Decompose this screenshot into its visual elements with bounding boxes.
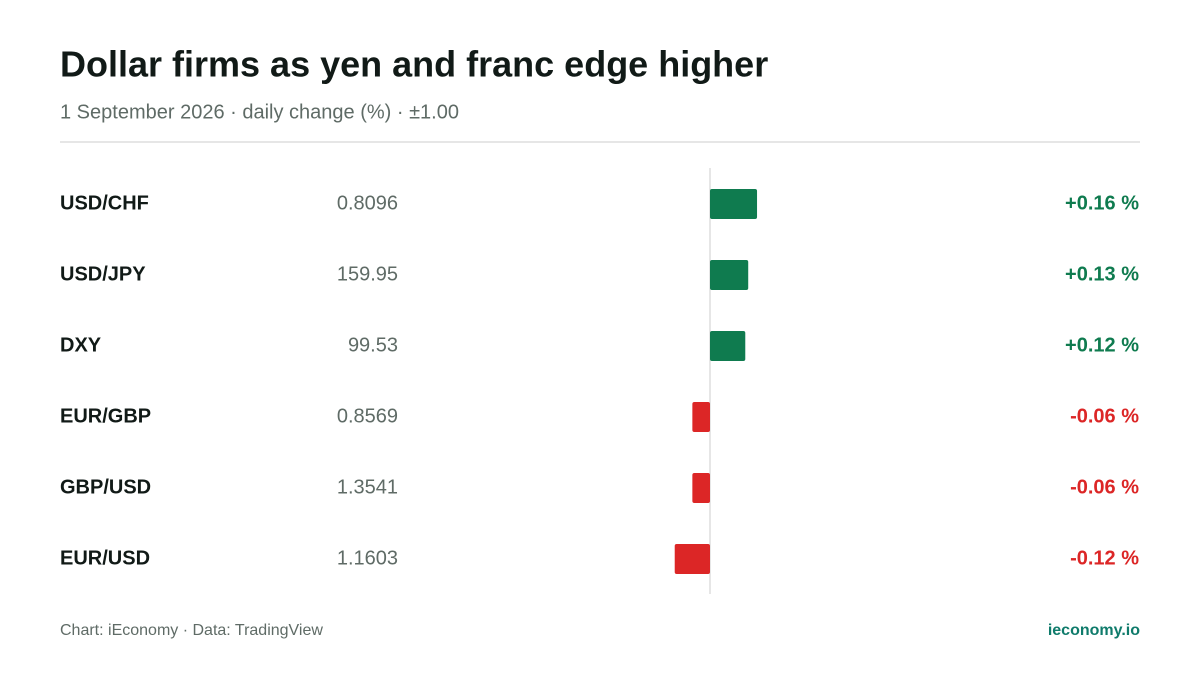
value-label: -0.06 % xyxy=(1070,476,1139,498)
value-label: +0.16 % xyxy=(1065,192,1139,214)
category-label: USD/CHF xyxy=(60,192,149,214)
price: 0.8096 xyxy=(337,192,398,214)
price: 99.53 xyxy=(348,334,398,356)
category-label: EUR/USD xyxy=(60,547,150,569)
chart-subtitle: 1 September 2026 · daily change (%) · ±1… xyxy=(60,101,459,123)
category-label: GBP/USD xyxy=(60,476,151,498)
brand: ieconomy.io xyxy=(1048,622,1140,639)
bar xyxy=(692,473,710,503)
price: 1.1603 xyxy=(337,547,398,569)
value-label: +0.13 % xyxy=(1065,263,1139,285)
category-label: DXY xyxy=(60,334,102,356)
price: 0.8569 xyxy=(337,405,398,427)
bar xyxy=(710,260,749,290)
category-label: EUR/GBP xyxy=(60,405,151,427)
price: 1.3541 xyxy=(337,476,398,498)
source: Chart: iEconomy · Data: TradingView xyxy=(60,622,323,639)
value-label: -0.06 % xyxy=(1070,405,1139,427)
value-label: +0.12 % xyxy=(1065,334,1139,356)
bar xyxy=(710,189,758,219)
bar xyxy=(674,544,710,574)
chart-title: Dollar firms as yen and franc edge highe… xyxy=(60,44,768,85)
value-label: -0.12 % xyxy=(1070,547,1139,569)
price: 159.95 xyxy=(337,263,398,285)
category-label: USD/JPY xyxy=(60,263,146,285)
bar xyxy=(710,331,746,361)
bar xyxy=(692,402,710,432)
